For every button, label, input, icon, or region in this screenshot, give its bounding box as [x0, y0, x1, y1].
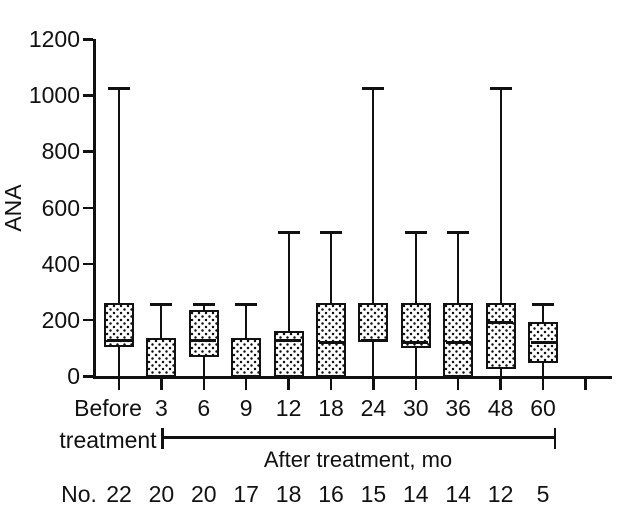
- x-tick: [160, 376, 163, 390]
- y-tick: [83, 262, 93, 266]
- x-category-label: 18: [318, 395, 344, 421]
- n-value: 5: [536, 481, 550, 507]
- y-tick-label: 200: [41, 306, 80, 333]
- whisker-cap: [320, 231, 342, 234]
- n-row-label: No.: [61, 481, 97, 507]
- iqr-box: [358, 303, 389, 342]
- x-category-label: 24: [360, 395, 387, 421]
- iqr-box: [485, 303, 516, 369]
- iqr-box: [146, 338, 177, 378]
- y-tick-label: 800: [41, 138, 80, 165]
- median-line: [318, 340, 344, 344]
- whisker-cap: [532, 303, 554, 306]
- whisker-cap: [404, 231, 427, 234]
- iqr-box: [316, 303, 346, 378]
- whisker-line: [287, 232, 290, 376]
- n-value: 20: [191, 481, 217, 507]
- n-value: 14: [403, 481, 429, 507]
- x-axis-group-title: After treatment, mo: [263, 447, 453, 472]
- x-tick: [456, 376, 460, 390]
- x-category-label: 48: [487, 395, 514, 421]
- whisker-cap: [192, 303, 215, 306]
- median-line: [191, 338, 217, 342]
- x-category-label-before-line2: treatment: [59, 427, 157, 453]
- x-tick: [499, 376, 502, 390]
- x-category-label: 60: [530, 395, 556, 421]
- whisker-cap: [277, 231, 300, 234]
- x-tick: [584, 376, 587, 390]
- x-tick: [414, 376, 418, 390]
- whisker-line: [372, 88, 375, 376]
- whisker-cap: [108, 87, 130, 90]
- iqr-box: [231, 338, 262, 378]
- bracket-line: [161, 436, 556, 439]
- y-tick: [83, 206, 93, 209]
- whisker-cap: [150, 303, 173, 306]
- y-tick-label: 400: [41, 250, 80, 277]
- n-value: 15: [360, 481, 387, 507]
- iqr-box: [443, 303, 474, 378]
- median-line: [488, 321, 514, 325]
- median-line: [106, 338, 132, 342]
- y-tick-label: 600: [41, 194, 80, 221]
- whisker-cap: [447, 231, 470, 234]
- y-tick: [83, 375, 93, 378]
- y-tick-label: 0: [67, 363, 80, 389]
- y-axis-line: [93, 39, 96, 379]
- x-category-label: 30: [403, 395, 429, 421]
- x-category-label-before-line1: Before: [74, 395, 142, 421]
- median-line: [445, 340, 471, 344]
- x-category-label: 12: [275, 395, 302, 421]
- x-tick: [372, 376, 375, 390]
- x-tick: [117, 376, 121, 390]
- whisker-line: [499, 88, 502, 376]
- iqr-box: [104, 303, 134, 347]
- median-line: [403, 340, 429, 344]
- y-tick-label: 1000: [28, 82, 80, 109]
- whisker-cap: [489, 87, 512, 90]
- n-value: 17: [233, 481, 259, 507]
- y-tick: [83, 38, 93, 41]
- x-category-label: 6: [197, 395, 211, 421]
- x-tick: [541, 376, 545, 390]
- n-value: 16: [318, 481, 344, 507]
- x-tick: [287, 376, 290, 390]
- whisker-line: [118, 88, 120, 376]
- y-tick: [83, 150, 93, 153]
- x-category-label: 9: [239, 395, 253, 421]
- n-value: 12: [487, 481, 514, 507]
- iqr-box: [188, 310, 219, 358]
- y-tick: [83, 94, 93, 97]
- x-tick: [244, 376, 248, 390]
- x-axis-line: [93, 376, 612, 379]
- n-value: 20: [148, 481, 175, 507]
- x-tick: [329, 376, 333, 390]
- x-category-label: 36: [445, 395, 471, 421]
- x-category-label: 3: [154, 395, 168, 421]
- bracket-left-end: [161, 428, 164, 449]
- median-line: [276, 338, 302, 342]
- median-line: [360, 338, 386, 342]
- n-value: 14: [445, 481, 471, 507]
- median-line: [530, 340, 556, 344]
- y-tick-label: 1200: [28, 26, 80, 52]
- n-value: 18: [275, 481, 302, 507]
- whisker-cap: [362, 87, 385, 90]
- iqr-box: [400, 303, 431, 348]
- bracket-right-end: [553, 428, 556, 449]
- x-tick: [202, 376, 206, 390]
- y-tick: [83, 318, 93, 322]
- whisker-cap: [235, 303, 258, 306]
- n-value: 22: [106, 481, 132, 507]
